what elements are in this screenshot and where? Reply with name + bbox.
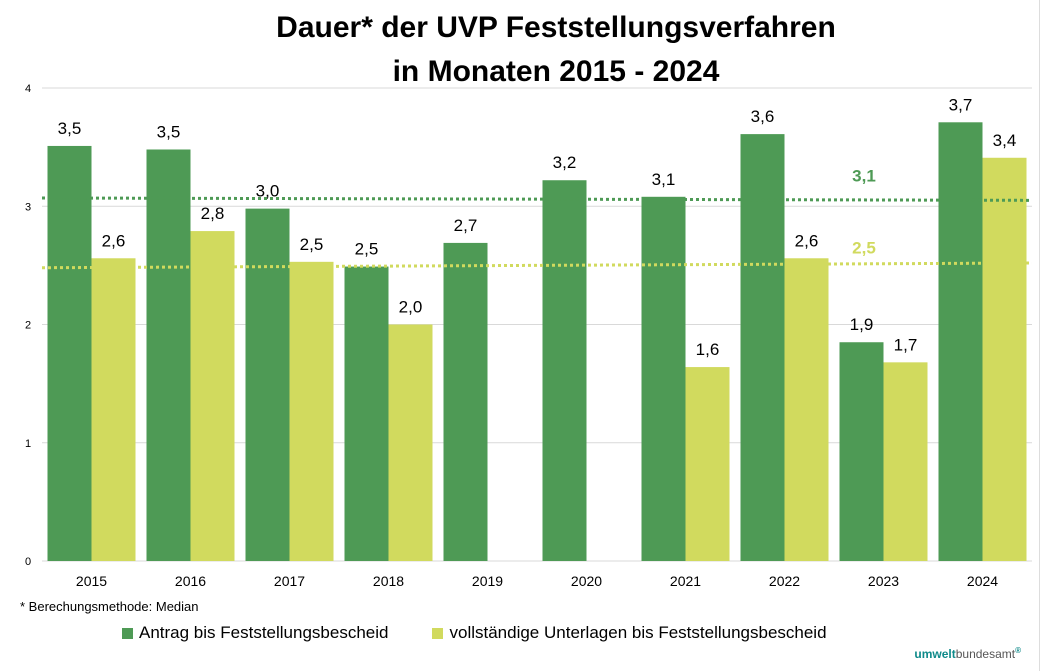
bar-unterlagen [388,324,433,561]
x-tick-label: 2018 [373,573,404,589]
x-tick-label: 2023 [868,573,899,589]
y-tick-label: 0 [25,556,31,568]
legend: Antrag bis Feststellungsbescheid vollstä… [122,623,827,643]
data-label: 3,5 [58,119,82,138]
bar-antrag [146,149,191,562]
data-label: 3,5 [157,122,181,141]
bar-antrag [839,342,884,561]
x-tick-label: 2022 [769,573,800,589]
legend-label: vollständige Unterlagen bis Feststellung… [449,623,827,642]
logo-part-1: umwelt [914,647,956,661]
data-label: 2,5 [300,235,324,254]
data-label: 2,7 [454,216,478,235]
logo-part-2: bundesamt [955,647,1016,661]
footnote: * Berechungsmethode: Median [20,599,199,614]
data-label: 2,0 [399,298,423,317]
bar-antrag [47,145,92,561]
data-label: 3,4 [993,131,1017,150]
x-tick-label: 2016 [175,573,206,589]
logo-mark: ® [1015,646,1021,655]
bar-unterlagen [784,258,829,561]
y-tick-label: 1 [25,438,31,450]
bar-antrag [443,242,488,561]
title-line-2: in Monaten 2015 - 2024 [392,55,720,88]
x-tick-label: 2024 [967,573,998,589]
data-label: 2,6 [102,231,126,250]
x-tick-label: 2019 [472,573,503,589]
bar-unterlagen [883,362,928,561]
legend-item-unterlagen: vollständige Unterlagen bis Feststellung… [432,623,827,643]
y-tick-label: 3 [25,201,31,213]
median-label: 2,5 [852,238,876,257]
x-tick-label: 2021 [670,573,701,589]
data-label: 2,5 [355,240,379,259]
bar-unterlagen [685,367,730,561]
x-tick-label: 2015 [76,573,107,589]
umweltbundesamt-logo: umweltbundesamt® [914,646,1021,661]
bar-unterlagen [190,231,235,561]
bar-antrag [344,266,389,561]
data-label: 2,8 [201,204,225,223]
bar-antrag [542,180,587,562]
title-line-1: Dauer* der UVP Feststellungsverfahren [276,11,836,44]
data-label: 2,6 [795,231,819,250]
data-label: 3,6 [751,107,775,126]
data-label: 3,1 [652,170,676,189]
bar-unterlagen [982,157,1027,561]
bar-antrag [938,122,983,561]
legend-swatch-green [122,627,133,639]
data-label: 3,0 [256,182,280,201]
bar-unterlagen [91,258,136,561]
legend-item-antrag: Antrag bis Feststellungsbescheid [122,623,388,643]
legend-label: Antrag bis Feststellungsbescheid [139,623,389,642]
x-tick-label: 2017 [274,573,305,589]
data-label: 1,7 [894,335,918,354]
legend-swatch-yellow [432,627,444,639]
data-label: 1,9 [850,315,874,334]
chart-title: Dauer* der UVP Feststellungsverfahren in… [0,6,1039,94]
x-tick-label: 2020 [571,573,602,589]
bar-antrag [245,208,290,562]
data-label: 3,7 [949,95,973,114]
bar-antrag [641,196,686,562]
y-tick-label: 2 [25,320,31,332]
bar-antrag [740,134,785,561]
bar-unterlagen [289,261,334,561]
data-label: 3,2 [553,153,577,172]
data-label: 1,6 [696,340,720,359]
y-tick-label: 4 [25,83,31,95]
median-label: 3,1 [852,166,876,185]
